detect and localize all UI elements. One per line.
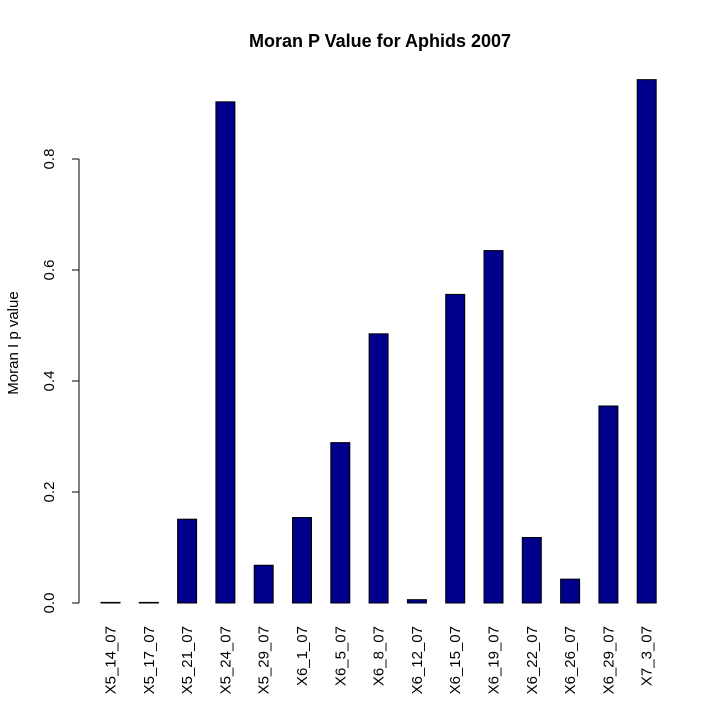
bar-X5_21_07 bbox=[177, 518, 198, 604]
x-tick-label: X5_14_07 bbox=[103, 626, 120, 694]
bar-X5_17_07 bbox=[138, 601, 159, 604]
bar-X6_22_07 bbox=[521, 537, 542, 604]
x-tick-label: X6_19_07 bbox=[486, 626, 503, 694]
y-axis-title: Moran I p value bbox=[5, 291, 22, 394]
x-tick-label: X6_12_07 bbox=[409, 626, 426, 694]
bar-X5_29_07 bbox=[253, 564, 274, 604]
y-tick-label: 0.8 bbox=[41, 149, 58, 170]
bar-X7_3_07 bbox=[636, 79, 657, 604]
bar-X5_24_07 bbox=[215, 101, 236, 604]
x-tick-label: X5_21_07 bbox=[179, 626, 196, 694]
x-tick-label: X6_22_07 bbox=[524, 626, 541, 694]
x-tick-label: X6_5_07 bbox=[332, 626, 349, 686]
x-tick-label: X7_3_07 bbox=[639, 626, 656, 686]
bar-X6_15_07 bbox=[445, 293, 466, 604]
x-tick-label: X6_29_07 bbox=[600, 626, 617, 694]
chart-title: Moran P Value for Aphids 2007 bbox=[249, 31, 511, 51]
bar-X6_12_07 bbox=[406, 599, 427, 604]
bar-X6_29_07 bbox=[598, 405, 619, 604]
x-tick-label: X6_26_07 bbox=[562, 626, 579, 694]
y-tick-label: 0.0 bbox=[41, 593, 58, 614]
x-tick-label: X6_8_07 bbox=[371, 626, 388, 686]
x-tick-label: X6_1_07 bbox=[294, 626, 311, 686]
bar-X6_1_07 bbox=[292, 517, 312, 604]
y-tick-label: 0.4 bbox=[41, 371, 58, 392]
bar-X6_5_07 bbox=[330, 442, 351, 604]
x-tick-label: X5_17_07 bbox=[141, 626, 158, 694]
x-axis-labels: X5_14_07 X5_17_07 X5_21_07 X5_24_07 X5_29_07… bbox=[103, 626, 656, 694]
y-axis: 0.0 0.2 0.4 0.6 0.8 bbox=[41, 149, 80, 614]
x-tick-label: X6_15_07 bbox=[447, 626, 464, 694]
bar-X6_8_07 bbox=[368, 333, 389, 604]
bars-group bbox=[100, 79, 657, 604]
bar-X6_26_07 bbox=[560, 578, 581, 604]
x-tick-label: X5_24_07 bbox=[217, 626, 234, 694]
bar-X5_14_07 bbox=[100, 601, 121, 604]
bar-X6_19_07 bbox=[483, 250, 504, 604]
y-tick-label: 0.6 bbox=[41, 260, 58, 281]
x-tick-label: X5_29_07 bbox=[256, 626, 273, 694]
y-tick-label: 0.2 bbox=[41, 482, 58, 503]
